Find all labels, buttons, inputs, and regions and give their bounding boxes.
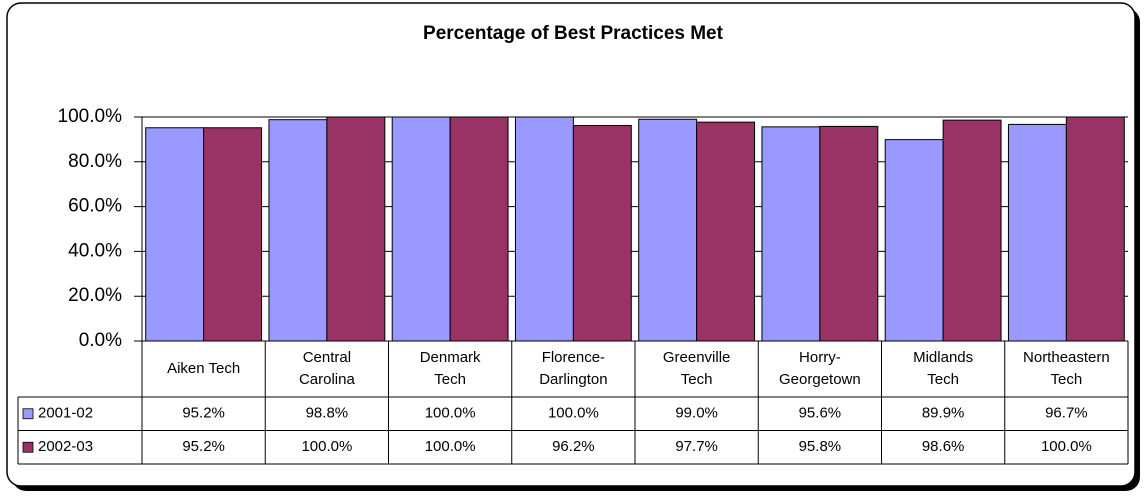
legend-swatch bbox=[22, 441, 34, 453]
category-label: Tech bbox=[1051, 371, 1083, 388]
category-label: Central bbox=[303, 349, 351, 366]
bar bbox=[1065, 116, 1125, 342]
category-label: Denmark bbox=[420, 349, 481, 366]
y-tick-label: 0.0% bbox=[79, 330, 122, 351]
y-tick-label: 80.0% bbox=[68, 151, 122, 172]
category-label: Tech bbox=[927, 371, 959, 388]
value-label: 95.8% bbox=[799, 438, 842, 455]
legend-label: 2001-02 bbox=[38, 405, 93, 422]
value-label: 100.0% bbox=[548, 405, 599, 422]
value-label: 96.2% bbox=[552, 438, 595, 455]
value-label: 100.0% bbox=[425, 438, 476, 455]
bar bbox=[326, 116, 386, 342]
value-label: 95.6% bbox=[799, 405, 842, 422]
bar bbox=[761, 126, 821, 342]
y-tick-label: 40.0% bbox=[68, 240, 122, 261]
chart-title: Percentage of Best Practices Met bbox=[423, 23, 724, 44]
value-label: 89.9% bbox=[922, 405, 965, 422]
category-label: Georgetown bbox=[779, 371, 861, 388]
value-label: 95.2% bbox=[182, 438, 225, 455]
category-label: Northeastern bbox=[1023, 349, 1110, 366]
category-label: Tech bbox=[434, 371, 466, 388]
bar bbox=[145, 127, 205, 342]
legend-swatch bbox=[22, 408, 34, 420]
category-label: Florence- bbox=[542, 349, 605, 366]
y-tick-label: 100.0% bbox=[58, 106, 123, 127]
bar bbox=[268, 119, 328, 342]
bar bbox=[819, 125, 879, 342]
category-label: Tech bbox=[681, 371, 713, 388]
bar bbox=[638, 118, 698, 342]
category-label: Horry- bbox=[799, 349, 841, 366]
value-label: 96.7% bbox=[1045, 405, 1088, 422]
bar bbox=[203, 127, 263, 342]
value-label: 97.7% bbox=[675, 438, 718, 455]
value-label: 100.0% bbox=[1041, 438, 1092, 455]
category-label: Greenville bbox=[663, 349, 731, 366]
bar bbox=[696, 121, 756, 342]
y-tick-label: 20.0% bbox=[68, 285, 122, 306]
bar bbox=[572, 125, 632, 342]
category-label: Carolina bbox=[299, 371, 356, 388]
bar bbox=[1007, 123, 1067, 342]
value-label: 99.0% bbox=[675, 405, 718, 422]
value-label: 98.6% bbox=[922, 438, 965, 455]
category-label: Darlington bbox=[539, 371, 607, 388]
y-tick-label: 60.0% bbox=[68, 196, 122, 217]
value-label: 95.2% bbox=[182, 405, 225, 422]
category-label: Midlands bbox=[913, 349, 973, 366]
value-label: 100.0% bbox=[425, 405, 476, 422]
category-label: Aiken Tech bbox=[167, 360, 240, 377]
bar bbox=[449, 116, 509, 342]
bar bbox=[942, 119, 1002, 342]
bar bbox=[391, 116, 451, 342]
value-label: 100.0% bbox=[301, 438, 352, 455]
bar bbox=[514, 116, 574, 342]
value-label: 98.8% bbox=[306, 405, 349, 422]
bar bbox=[884, 139, 944, 342]
legend-label: 2002-03 bbox=[38, 438, 93, 455]
